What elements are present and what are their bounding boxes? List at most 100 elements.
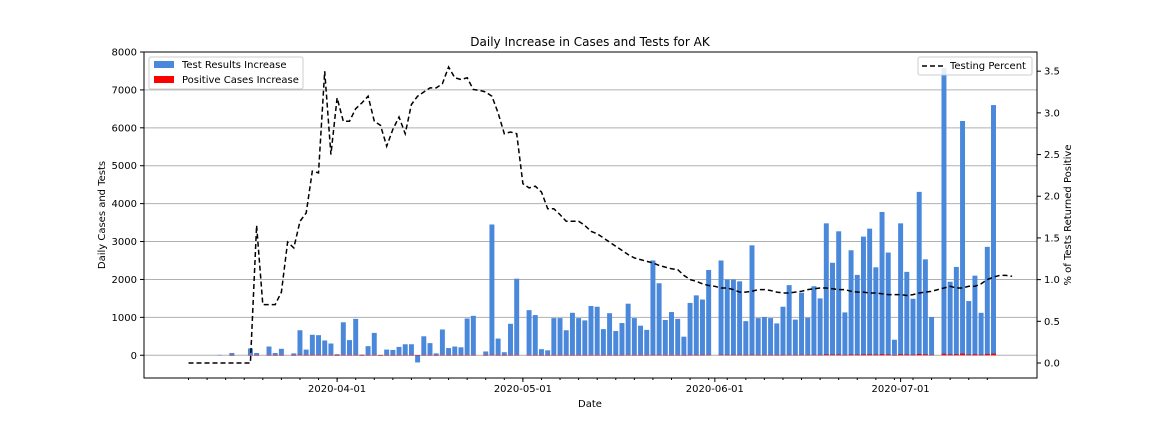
- bar-tests: [495, 338, 501, 356]
- bar-positive: [526, 355, 532, 356]
- bar-positive: [365, 355, 371, 356]
- bar-positive: [607, 355, 613, 356]
- bar-positive: [960, 353, 966, 356]
- bar-positive: [662, 355, 668, 356]
- bar-positive: [390, 355, 396, 356]
- bar-tests: [984, 246, 990, 356]
- bar-tests: [377, 354, 383, 356]
- bar-positive: [347, 355, 352, 356]
- bar-tests: [483, 351, 489, 356]
- bar-tests: [254, 352, 260, 356]
- bar-positive: [458, 355, 464, 356]
- bar-positive: [966, 354, 972, 356]
- bar-positive: [470, 355, 476, 356]
- bar-positive: [508, 355, 513, 356]
- bar-positive: [885, 354, 891, 356]
- x-tick-label: 2020-04-01: [308, 384, 366, 395]
- bar-positive: [978, 354, 984, 356]
- bar-tests: [216, 354, 222, 356]
- bar-positive: [675, 355, 681, 356]
- bar-positive: [817, 354, 823, 356]
- bar-tests: [811, 286, 817, 356]
- bar-tests: [687, 302, 693, 356]
- bar-positive: [309, 354, 315, 356]
- bar-positive: [823, 354, 829, 356]
- y2-tick-label: 2.5: [1044, 150, 1060, 161]
- bar-tests: [594, 306, 600, 356]
- bar-tests: [823, 223, 829, 356]
- bar-positive: [303, 355, 309, 356]
- bar-positive: [656, 354, 662, 356]
- bar-tests: [953, 266, 959, 356]
- x-axis-label: Date: [578, 399, 602, 410]
- bar-tests: [842, 312, 848, 356]
- bar-tests: [638, 325, 644, 356]
- bar-tests: [761, 316, 767, 356]
- bar-positive: [322, 354, 328, 356]
- bar-tests: [396, 346, 402, 356]
- bar-positive: [842, 354, 848, 356]
- legend-swatch-positive: [154, 76, 174, 83]
- bar-tests: [619, 323, 625, 356]
- bar-positive: [254, 355, 260, 356]
- bar-tests: [526, 310, 532, 356]
- bar-tests: [501, 352, 507, 356]
- bar-positive: [446, 355, 452, 356]
- bar-positive: [569, 355, 575, 356]
- y-tick-label: 5000: [112, 161, 137, 172]
- bar-tests: [390, 349, 396, 356]
- bar-positive: [588, 355, 594, 356]
- bar-tests: [699, 299, 705, 356]
- bar-positive: [489, 354, 495, 356]
- bar-positive: [408, 355, 414, 356]
- y-tick-label: 2000: [112, 275, 137, 286]
- bar-positive: [421, 355, 427, 356]
- bar-positive: [768, 354, 774, 356]
- x-tick-label: 2020-05-01: [494, 384, 552, 395]
- bar-tests: [464, 318, 470, 356]
- bar-tests: [421, 336, 427, 356]
- bar-tests: [316, 335, 322, 356]
- bar-tests: [916, 191, 922, 356]
- bar-positive: [718, 354, 724, 356]
- bar-positive: [904, 354, 910, 356]
- bar-tests: [514, 278, 520, 356]
- bar-positive: [625, 354, 631, 356]
- bar-tests: [353, 318, 359, 356]
- bar-positive: [929, 354, 935, 356]
- bar-positive: [384, 355, 390, 356]
- bar-tests: [792, 319, 798, 356]
- bar-tests: [879, 211, 885, 356]
- bar-tests: [904, 271, 910, 356]
- bar-positive: [811, 354, 817, 356]
- bar-positive: [724, 354, 730, 356]
- y2-tick-label: 1.5: [1044, 233, 1060, 244]
- bar-tests: [588, 305, 594, 356]
- bar-tests: [922, 259, 928, 356]
- bar-tests: [644, 329, 650, 356]
- bar-positive: [916, 353, 922, 356]
- bar-positive: [755, 354, 761, 356]
- bar-positive: [669, 355, 674, 356]
- bar-tests: [229, 352, 235, 356]
- bar-tests: [631, 318, 637, 356]
- bar-tests: [854, 274, 860, 356]
- bar-tests: [576, 318, 582, 356]
- bar-tests: [675, 318, 681, 356]
- y2-tick-label: 0.0: [1044, 358, 1060, 369]
- bar-tests: [607, 313, 613, 356]
- bar-tests: [867, 228, 873, 356]
- bar-tests: [755, 318, 761, 356]
- bar-positive: [576, 355, 582, 356]
- bar-positive: [545, 355, 551, 356]
- bar-positive: [532, 355, 538, 356]
- bar-positive: [854, 354, 860, 356]
- legend-swatch-tests: [154, 61, 174, 68]
- x-tick-label: 2020-07-01: [872, 384, 930, 395]
- y2-tick-label: 3.0: [1044, 108, 1060, 119]
- bar-tests: [600, 329, 606, 356]
- legend-bars: Test Results Increase Positive Cases Inc…: [148, 56, 304, 90]
- bar-tests: [458, 347, 464, 356]
- y-tick-label: 6000: [112, 123, 137, 134]
- bar-positive: [681, 355, 687, 356]
